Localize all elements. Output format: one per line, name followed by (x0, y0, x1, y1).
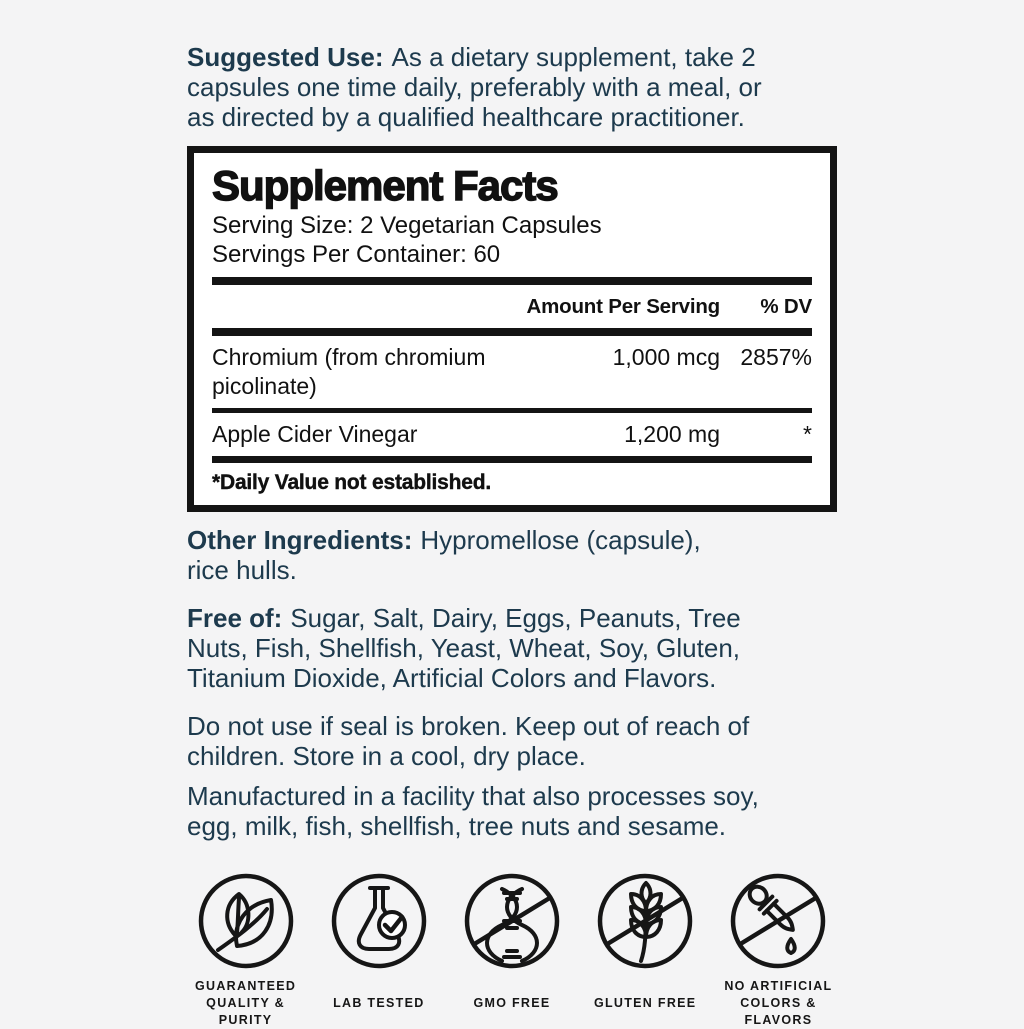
badge-label: GUARANTEED QUALITY & PURITY (195, 978, 297, 1027)
supplement-label-panel: Suggested Use: As a dietary supplement, t… (187, 0, 837, 1027)
wheat-crossed-icon (595, 871, 695, 971)
dna-crossed-icon (462, 871, 562, 971)
certification-badges-row: GUARANTEED QUALITY & PURITY LAB TESTED (187, 871, 837, 1027)
supplement-facts-title: Supplement Facts (211, 162, 559, 209)
storage-warning-text: Do not use if seal is broken. Keep out o… (187, 711, 750, 771)
other-ingredients-label: Other Ingredients: (187, 525, 413, 555)
facts-header-row: Amount Per Serving % DV (212, 285, 813, 328)
ingredient-amount: 1,200 mg (624, 421, 720, 447)
table-row: Chromium (from chromium picolinate) 1,00… (212, 336, 812, 408)
dv-column-header: % DV (760, 295, 812, 318)
free-of-text: Sugar, Salt, Dairy, Eggs, Peanuts, Tree … (187, 603, 741, 693)
storage-warning-paragraph: Do not use if seal is broken. Keep out o… (187, 711, 837, 771)
servings-per-container: Servings Per Container: 60 (212, 241, 501, 268)
ingredient-name: Apple Cider Vinegar (212, 421, 418, 447)
divider-thick (212, 456, 812, 463)
ingredient-name: Chromium (from chromium picolinate) (212, 344, 486, 399)
ingredient-amount: 1,000 mcg (612, 344, 720, 370)
badge-label: GMO FREE (473, 995, 551, 1010)
divider-thick (212, 277, 812, 285)
table-row: Apple Cider Vinegar 1,200 mg * (212, 413, 812, 456)
badge-no-artificial: NO ARTIFICIAL COLORS & FLAVORS (720, 871, 837, 1027)
badge-gluten-free: GLUTEN FREE (587, 871, 704, 1025)
suggested-use-paragraph: Suggested Use: As a dietary supplement, t… (187, 42, 837, 132)
free-of-label: Free of: (187, 603, 283, 633)
badge-gmo-free: GMO FREE (453, 871, 570, 1025)
daily-value-footnote: *Daily Value not established. (212, 471, 492, 494)
allergen-warning-paragraph: Manufactured in a facility that also pro… (187, 781, 837, 841)
amount-column-header: Amount Per Serving (526, 295, 721, 318)
flask-check-icon (329, 871, 429, 971)
badge-label: GLUTEN FREE (593, 995, 697, 1010)
supplement-facts-panel: Supplement Facts Serving Size: 2 Vegetar… (187, 146, 837, 512)
badge-label: NO ARTIFICIAL COLORS & FLAVORS (724, 978, 833, 1027)
badge-label: LAB TESTED (333, 995, 425, 1010)
other-ingredients-paragraph: Other Ingredients: Hypromellose (capsule)… (187, 525, 837, 585)
divider-thick (212, 328, 812, 336)
serving-size: Serving Size: 2 Vegetarian Capsules (212, 212, 602, 239)
allergen-warning-text: Manufactured in a facility that also pro… (187, 781, 759, 841)
ingredient-dv: * (803, 421, 812, 447)
badge-lab-tested: LAB TESTED (320, 871, 437, 1025)
other-ingredients-text: Hypromellose (capsule), rice hulls. (187, 525, 701, 585)
divider-medium (212, 408, 812, 413)
suggested-use-text: As a dietary supplement, take 2 capsules… (187, 42, 762, 132)
ingredient-dv: 2857% (740, 344, 812, 370)
dropper-crossed-icon (728, 871, 828, 971)
suggested-use-label: Suggested Use: (187, 42, 384, 72)
badge-quality-purity: GUARANTEED QUALITY & PURITY (187, 871, 304, 1027)
free-of-paragraph: Free of: Sugar, Salt, Dairy, Eggs, Peanut… (187, 603, 837, 693)
leaf-icon (196, 871, 296, 971)
